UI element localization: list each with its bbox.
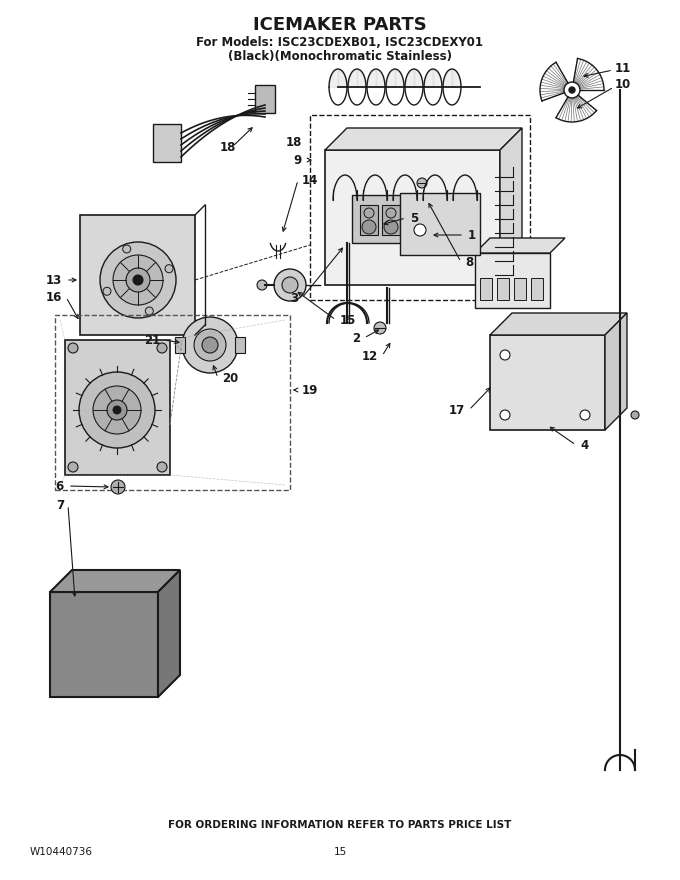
Text: (Black)(Monochromatic Stainless): (Black)(Monochromatic Stainless) <box>228 49 452 62</box>
Circle shape <box>414 224 426 236</box>
Circle shape <box>157 343 167 353</box>
Circle shape <box>202 337 218 353</box>
Circle shape <box>274 269 306 301</box>
Text: 14: 14 <box>302 173 318 187</box>
Text: 12: 12 <box>362 349 378 363</box>
Circle shape <box>257 280 267 290</box>
Circle shape <box>282 277 298 293</box>
Bar <box>497 278 509 300</box>
Circle shape <box>386 208 396 218</box>
Polygon shape <box>475 238 565 253</box>
Bar <box>255 85 275 113</box>
Text: 16: 16 <box>46 290 62 304</box>
Text: 4: 4 <box>580 438 588 451</box>
Circle shape <box>126 268 150 292</box>
Bar <box>382 205 400 235</box>
Text: 15: 15 <box>340 313 356 326</box>
Circle shape <box>631 411 639 419</box>
Polygon shape <box>325 128 522 150</box>
Text: 6: 6 <box>56 480 64 493</box>
Text: 1: 1 <box>468 229 476 241</box>
Text: 11: 11 <box>615 62 631 75</box>
Circle shape <box>122 245 131 253</box>
Polygon shape <box>500 128 522 285</box>
Bar <box>80 215 195 335</box>
Text: FOR ORDERING INFORMATION REFER TO PARTS PRICE LIST: FOR ORDERING INFORMATION REFER TO PARTS … <box>169 820 511 830</box>
Circle shape <box>68 343 78 353</box>
Text: For Models: ISC23CDEXB01, ISC23CDEXY01: For Models: ISC23CDEXB01, ISC23CDEXY01 <box>197 35 483 48</box>
Circle shape <box>364 208 374 218</box>
Bar <box>153 124 181 162</box>
Circle shape <box>384 220 398 234</box>
Text: 8: 8 <box>465 255 473 268</box>
Circle shape <box>194 329 226 361</box>
Circle shape <box>100 242 176 318</box>
Text: 9: 9 <box>294 153 302 166</box>
Circle shape <box>133 275 143 285</box>
Circle shape <box>113 406 121 414</box>
Bar <box>65 340 170 475</box>
Text: 18: 18 <box>220 141 236 153</box>
Circle shape <box>362 220 376 234</box>
Text: 17: 17 <box>449 404 465 416</box>
Text: 21: 21 <box>143 334 160 347</box>
Circle shape <box>79 372 155 448</box>
Text: 3: 3 <box>290 291 298 304</box>
Bar <box>50 592 158 697</box>
Text: 5: 5 <box>410 211 418 224</box>
Circle shape <box>113 255 163 305</box>
Polygon shape <box>605 313 627 430</box>
Circle shape <box>146 307 153 315</box>
Text: 10: 10 <box>615 77 631 91</box>
Text: 7: 7 <box>56 498 64 511</box>
Circle shape <box>564 82 580 98</box>
Bar <box>352 195 404 243</box>
Circle shape <box>417 178 427 188</box>
Circle shape <box>103 287 111 296</box>
Circle shape <box>500 410 510 420</box>
Bar <box>310 115 530 300</box>
Circle shape <box>93 386 141 434</box>
Bar <box>325 150 500 285</box>
Text: 20: 20 <box>222 371 238 385</box>
Bar <box>475 253 550 308</box>
Text: ICEMAKER PARTS: ICEMAKER PARTS <box>253 16 427 34</box>
Circle shape <box>111 480 125 494</box>
Circle shape <box>500 350 510 360</box>
Bar <box>531 278 543 300</box>
Text: 18: 18 <box>286 136 302 149</box>
Circle shape <box>374 322 386 334</box>
Bar <box>514 278 526 300</box>
Text: 13: 13 <box>46 274 62 287</box>
Polygon shape <box>158 570 180 697</box>
Bar <box>490 335 605 430</box>
Polygon shape <box>490 313 627 335</box>
Bar <box>175 337 185 353</box>
Bar <box>480 278 492 300</box>
Text: 15: 15 <box>333 847 347 857</box>
Circle shape <box>107 400 127 420</box>
Circle shape <box>569 87 575 93</box>
Circle shape <box>580 410 590 420</box>
Circle shape <box>157 462 167 472</box>
Text: 19: 19 <box>302 384 318 397</box>
Bar <box>400 193 480 255</box>
Circle shape <box>165 265 173 273</box>
Circle shape <box>182 317 238 373</box>
Bar <box>55 315 290 490</box>
Circle shape <box>68 462 78 472</box>
Bar <box>235 337 245 353</box>
Text: W10440736: W10440736 <box>30 847 93 857</box>
Text: 2: 2 <box>352 332 360 344</box>
Polygon shape <box>50 570 180 592</box>
Bar <box>360 205 378 235</box>
